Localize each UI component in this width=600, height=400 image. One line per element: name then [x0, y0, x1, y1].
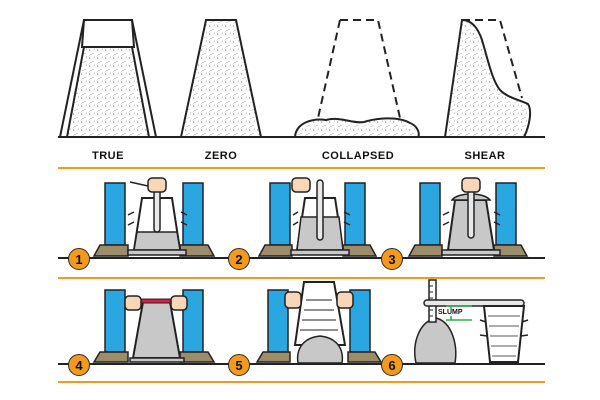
- step-3-badge: 3: [381, 248, 403, 270]
- slump-types-panel: [58, 18, 545, 138]
- step-6-illustration: [414, 279, 529, 364]
- step-1-illustration: [92, 177, 216, 257]
- step-2-illustration: [257, 177, 378, 257]
- label-true: TRUE: [92, 150, 124, 162]
- steps-row-1: [58, 177, 545, 259]
- step-5-badge: 5: [228, 354, 250, 376]
- step-1-badge: 1: [68, 248, 90, 270]
- shear-slump-shape: [443, 18, 532, 138]
- step-6-badge: 6: [381, 354, 403, 376]
- slump-label: SLUMP: [437, 309, 464, 316]
- collapsed-slump-shape: [293, 19, 420, 138]
- steps-row-2: [58, 279, 545, 365]
- step-4-badge: 4: [68, 354, 90, 376]
- step-4-illustration: [92, 289, 216, 363]
- label-collapsed: COLLAPSED: [321, 150, 395, 162]
- step-3-illustration: [407, 177, 529, 257]
- label-zero: ZERO: [204, 150, 238, 162]
- zero-slump-shape: [179, 19, 263, 138]
- label-shear: SHEAR: [464, 150, 506, 162]
- step-2-badge: 2: [228, 248, 250, 270]
- step-5-illustration: [255, 281, 383, 364]
- true-slump-shape: [59, 19, 157, 138]
